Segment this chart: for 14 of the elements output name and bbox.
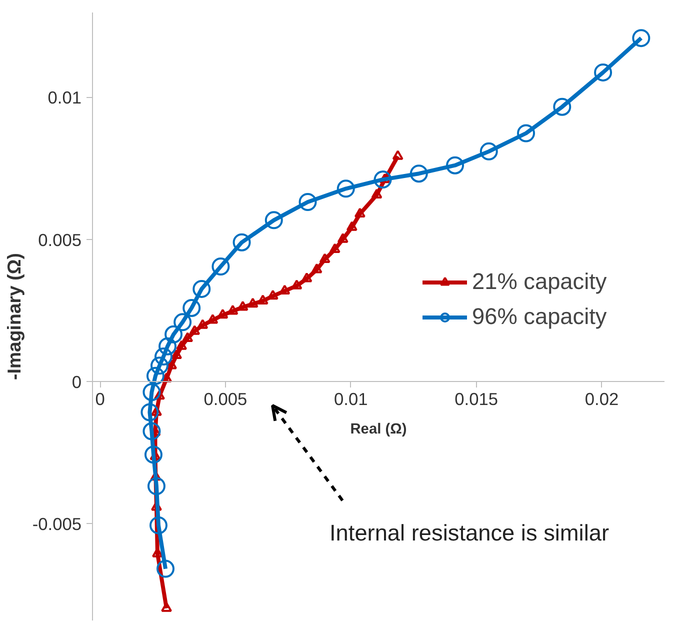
x-tick-label: 0.02 [584, 388, 619, 409]
legend-label: 96% capacity [472, 303, 607, 330]
x-tick-label: 0 [95, 388, 105, 409]
y-axis-title: -Imaginary (Ω) [3, 253, 24, 380]
y-tick-label: -0.005 [32, 514, 82, 534]
annotation: Internal resistance is similar [330, 520, 610, 546]
x-tick-label: 0.015 [454, 388, 498, 409]
y-tick-label: 0.005 [38, 230, 82, 250]
y-tick-label: 0.01 [48, 88, 82, 108]
x-tick-label: 0.01 [334, 388, 368, 409]
legend-label: 21% capacity [472, 268, 607, 295]
y-tick-label: 0 [72, 372, 82, 392]
x-tick-label: 0.005 [204, 388, 248, 409]
x-axis-title: Real (Ω) [350, 422, 407, 438]
